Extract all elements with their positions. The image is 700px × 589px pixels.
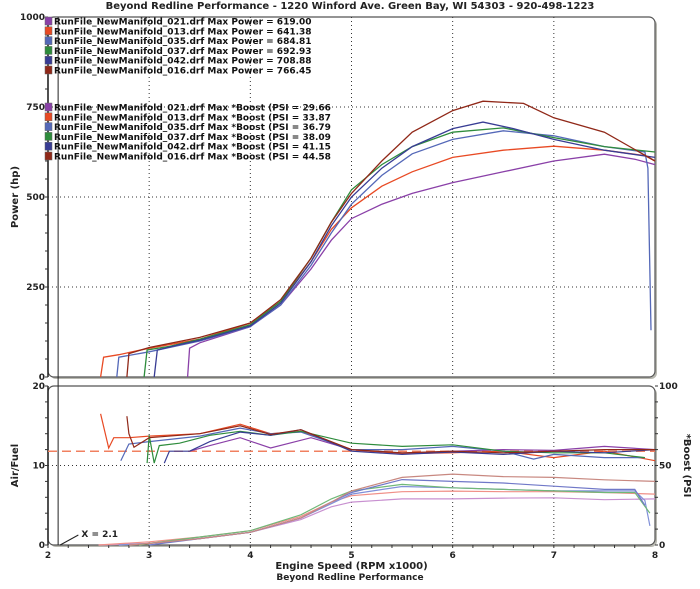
legend-swatch <box>44 46 53 55</box>
y-tick-label: 10 <box>32 462 45 472</box>
power-line-042 <box>153 121 656 378</box>
legend-swatch <box>44 26 53 36</box>
legend-swatch <box>44 16 53 26</box>
legend-swatch <box>44 122 53 131</box>
y-tick-label: 0 <box>39 373 45 383</box>
y-tick-label: 250 <box>26 283 45 293</box>
legend-swatch <box>44 65 53 75</box>
y-tick-label: 500 <box>26 193 45 203</box>
x-tick-label: 3 <box>146 551 152 561</box>
x-tick-label: 5 <box>348 551 354 561</box>
legend-swatch <box>44 112 53 122</box>
legend-entry: RunFile_NewManifold_021.drf Max Power = … <box>54 18 312 28</box>
boost-line-016 <box>128 473 656 546</box>
legend-entry: RunFile_NewManifold_013.drf Max *Boost (… <box>54 113 331 123</box>
legend-swatch <box>44 132 53 141</box>
x-tick-label: 6 <box>450 551 456 561</box>
cursor-label: X = 2.1 <box>81 530 118 540</box>
cursor-pointer <box>59 534 79 546</box>
legend-entry: RunFile_NewManifold_016.drf Max Power = … <box>54 67 312 77</box>
legend-entry: RunFile_NewManifold_042.drf Max *Boost (… <box>54 143 331 153</box>
y2-tick-label: 0 <box>659 541 665 551</box>
legend-swatch <box>44 151 53 161</box>
legend-entry: RunFile_NewManifold_013.drf Max Power = … <box>54 27 312 37</box>
afr-line-016 <box>126 416 655 454</box>
legend-entry: RunFile_NewManifold_016.drf Max *Boost (… <box>54 153 331 163</box>
y-tick-label: 20 <box>32 382 45 392</box>
y2-tick-label: 50 <box>659 462 672 472</box>
x-tick-label: 7 <box>551 551 557 561</box>
y-tick-label: 0 <box>39 541 45 551</box>
x-tick-label: 2 <box>45 551 51 561</box>
boost-line-037 <box>139 483 651 546</box>
chart-title: Beyond Redline Performance - 1220 Winfor… <box>105 1 595 12</box>
legend-swatch <box>44 102 53 112</box>
x-axis-label: Engine Speed (RPM x1000) <box>275 561 427 572</box>
afr-plot-area <box>47 385 656 546</box>
legend-swatch <box>44 55 53 65</box>
y2-tick-label: 100 <box>659 382 678 392</box>
power-line-021 <box>186 153 656 378</box>
power-line-016 <box>126 100 656 378</box>
y-tick-label: 1000 <box>20 13 45 23</box>
chart-footer: Beyond Redline Performance <box>276 573 424 583</box>
y2-axis-label: *Boost (PSI <box>681 434 692 498</box>
legend-entry: RunFile_NewManifold_035.drf Max Power = … <box>54 37 312 47</box>
legend-entry: RunFile_NewManifold_037.drf Max *Boost (… <box>54 133 331 143</box>
y-tick-label: 750 <box>26 103 45 113</box>
legend-entry: RunFile_NewManifold_035.drf Max *Boost (… <box>54 123 331 133</box>
legend-swatch <box>44 36 53 45</box>
legend-entry: RunFile_NewManifold_021.drf Max *Boost (… <box>54 104 331 114</box>
legend-entry: RunFile_NewManifold_042.drf Max Power = … <box>54 57 312 67</box>
legend-entry: RunFile_NewManifold_037.drf Max Power = … <box>54 47 312 57</box>
x-tick-label: 8 <box>652 551 658 561</box>
y-axis-label: Power (hp) <box>10 166 21 228</box>
x-tick-label: 4 <box>247 551 253 561</box>
y-axis-label: Air/Fuel <box>10 444 21 487</box>
legend-swatch <box>44 141 53 151</box>
